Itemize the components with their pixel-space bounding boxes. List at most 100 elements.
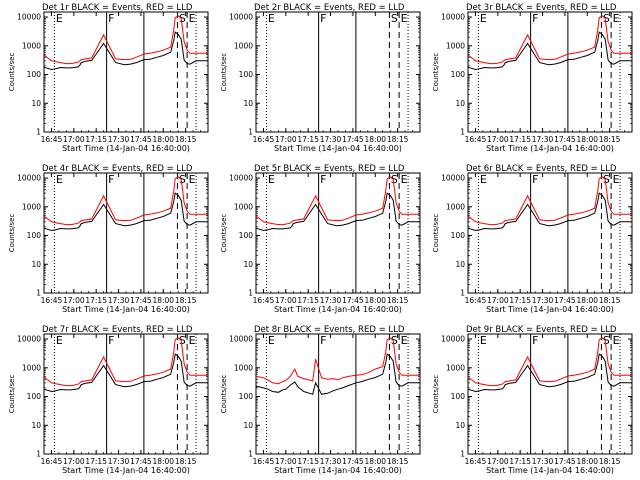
y-tick-label: 100 bbox=[27, 231, 42, 240]
panel-title: Det 6r BLACK = Events, RED = LLD bbox=[466, 164, 617, 174]
y-tick-label: 1000 bbox=[234, 41, 253, 50]
x-tick-label: 17:15 bbox=[85, 135, 107, 144]
y-tick-label: 1000 bbox=[234, 202, 253, 211]
x-tick-label: 17:00 bbox=[487, 457, 509, 466]
interval-marker-label: F bbox=[108, 12, 114, 25]
plot-frame bbox=[43, 11, 209, 133]
interval-marker-label: F bbox=[320, 12, 326, 25]
x-tick-label: 16:45 bbox=[465, 296, 487, 305]
x-tick-label: 17:15 bbox=[509, 135, 531, 144]
x-tick-label: 17:30 bbox=[108, 296, 130, 305]
x-tick-label: 18:00 bbox=[576, 296, 598, 305]
x-tick-label: 18:15 bbox=[387, 135, 409, 144]
x-axis-label: Start Time (14-Jan-04 16:40:00) bbox=[274, 466, 402, 475]
y-axis-label: Counts/sec bbox=[8, 53, 16, 92]
plot-frame bbox=[255, 333, 421, 455]
y-axis-label: Counts/sec bbox=[220, 375, 228, 414]
interval-marker-label: E bbox=[189, 12, 196, 25]
interval-marker-label: S bbox=[391, 12, 398, 25]
x-tick-label: 18:15 bbox=[175, 296, 197, 305]
x-tick-label: 17:15 bbox=[85, 457, 107, 466]
x-tick-label: 18:00 bbox=[576, 457, 598, 466]
detector-panel-1: Det 1r BLACK = Events, RED = LLD 1 10 100 10… bbox=[8, 3, 209, 153]
x-tick-label: 17:30 bbox=[532, 296, 554, 305]
x-tick-label: 17:15 bbox=[85, 296, 107, 305]
y-tick-label: 10 bbox=[31, 260, 41, 269]
x-tick-label: 17:30 bbox=[108, 457, 130, 466]
interval-marker-label: F bbox=[532, 173, 538, 186]
x-tick-label: 17:45 bbox=[554, 457, 576, 466]
y-tick-label: 10 bbox=[455, 421, 465, 430]
interval-marker-label: S bbox=[603, 173, 610, 186]
interval-marker-label: E bbox=[480, 12, 487, 25]
y-tick-label: 1 bbox=[460, 128, 465, 137]
y-axis-label: Counts/sec bbox=[8, 214, 16, 253]
events-series-line bbox=[43, 353, 208, 393]
y-tick-label: 10 bbox=[243, 421, 253, 430]
interval-marker-label: E bbox=[401, 12, 408, 25]
y-tick-label: 100 bbox=[27, 70, 42, 79]
x-tick-label: 17:30 bbox=[532, 457, 554, 466]
interval-marker-label: E bbox=[268, 173, 275, 186]
interval-marker-label: S bbox=[391, 173, 398, 186]
x-tick-label: 17:45 bbox=[130, 135, 152, 144]
y-tick-label: 100 bbox=[239, 70, 254, 79]
interval-marker-label: E bbox=[56, 12, 63, 25]
y-tick-label: 1000 bbox=[22, 41, 41, 50]
y-tick-label: 100 bbox=[451, 392, 466, 401]
panel-title: Det 1r BLACK = Events, RED = LLD bbox=[42, 3, 193, 13]
y-tick-label: 100 bbox=[239, 231, 254, 240]
interval-marker-label: E bbox=[613, 12, 620, 25]
interval-marker-label: F bbox=[532, 334, 538, 347]
y-tick-label: 10000 bbox=[441, 174, 465, 183]
plot-frame bbox=[467, 333, 633, 455]
x-tick-label: 18:15 bbox=[599, 457, 621, 466]
x-tick-label: 18:00 bbox=[576, 135, 598, 144]
y-tick-label: 100 bbox=[27, 392, 42, 401]
y-tick-label: 10000 bbox=[17, 13, 41, 22]
interval-marker-label: F bbox=[320, 173, 326, 186]
y-tick-label: 100 bbox=[451, 231, 466, 240]
y-tick-label: 10 bbox=[31, 99, 41, 108]
x-axis-label: Start Time (14-Jan-04 16:40:00) bbox=[62, 466, 190, 475]
x-axis-label: Start Time (14-Jan-04 16:40:00) bbox=[274, 144, 402, 153]
x-axis-label: Start Time (14-Jan-04 16:40:00) bbox=[62, 305, 190, 314]
x-tick-label: 18:15 bbox=[175, 457, 197, 466]
interval-marker-label: E bbox=[401, 334, 408, 347]
y-tick-label: 10 bbox=[455, 99, 465, 108]
x-tick-label: 18:00 bbox=[364, 457, 386, 466]
plot-frame bbox=[255, 172, 421, 294]
x-tick-label: 17:30 bbox=[532, 135, 554, 144]
events-series-line bbox=[255, 192, 420, 232]
y-tick-label: 1 bbox=[460, 450, 465, 459]
lld-series-line bbox=[43, 15, 208, 65]
x-tick-label: 16:45 bbox=[41, 296, 63, 305]
y-tick-label: 1 bbox=[36, 450, 41, 459]
lld-series-line bbox=[43, 176, 208, 226]
x-tick-label: 17:15 bbox=[509, 457, 531, 466]
y-tick-label: 100 bbox=[451, 70, 466, 79]
interval-marker-label: E bbox=[480, 334, 487, 347]
events-series-line bbox=[467, 192, 632, 232]
x-tick-label: 18:00 bbox=[152, 296, 174, 305]
x-tick-label: 18:00 bbox=[364, 135, 386, 144]
interval-marker-label: F bbox=[108, 173, 114, 186]
y-tick-label: 10000 bbox=[17, 335, 41, 344]
lld-series-line bbox=[255, 176, 420, 226]
y-axis-label: Counts/sec bbox=[432, 53, 440, 92]
interval-marker-label: S bbox=[603, 334, 610, 347]
x-tick-label: 17:00 bbox=[275, 135, 297, 144]
x-tick-label: 16:45 bbox=[253, 296, 275, 305]
x-axis-label: Start Time (14-Jan-04 16:40:00) bbox=[486, 305, 614, 314]
x-tick-label: 17:30 bbox=[320, 296, 342, 305]
x-tick-label: 16:45 bbox=[41, 135, 63, 144]
x-tick-label: 18:00 bbox=[152, 135, 174, 144]
x-tick-label: 17:15 bbox=[297, 457, 319, 466]
y-tick-label: 1 bbox=[460, 289, 465, 298]
x-tick-label: 17:00 bbox=[487, 135, 509, 144]
y-tick-label: 10000 bbox=[229, 174, 253, 183]
detector-panel-2: Det 2r BLACK = Events, RED = LLD 1 10 100 10… bbox=[220, 3, 421, 153]
x-tick-label: 17:15 bbox=[509, 296, 531, 305]
y-axis-label: Counts/sec bbox=[8, 375, 16, 414]
y-tick-label: 10 bbox=[243, 99, 253, 108]
